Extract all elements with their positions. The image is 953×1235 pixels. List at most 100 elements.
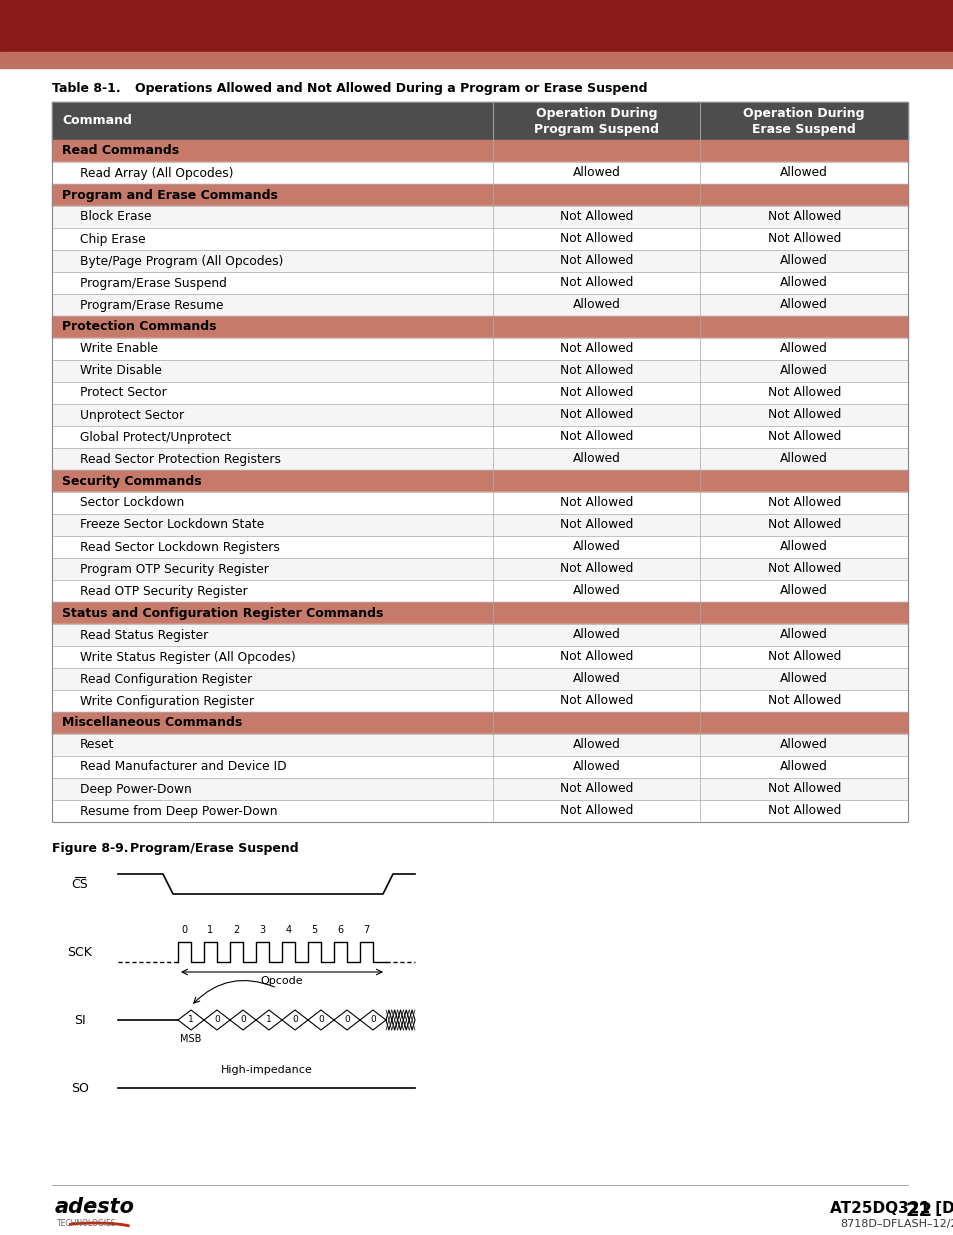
Bar <box>0 0 953 52</box>
Bar <box>52 492 907 514</box>
Text: Not Allowed: Not Allowed <box>767 519 840 531</box>
Text: Table 8-1.: Table 8-1. <box>52 82 120 95</box>
Text: Not Allowed: Not Allowed <box>559 277 633 289</box>
Text: High-impedance: High-impedance <box>220 1065 312 1074</box>
Text: Not Allowed: Not Allowed <box>767 562 840 576</box>
Bar <box>52 206 907 228</box>
Text: Read Commands: Read Commands <box>62 144 179 158</box>
Text: Protection Commands: Protection Commands <box>62 321 216 333</box>
Bar <box>52 359 907 382</box>
Text: Not Allowed: Not Allowed <box>767 496 840 510</box>
Text: Sector Lockdown: Sector Lockdown <box>80 496 184 510</box>
Text: Write Disable: Write Disable <box>80 364 162 378</box>
Text: Chip Erase: Chip Erase <box>80 232 146 246</box>
Text: 2: 2 <box>233 925 239 935</box>
Bar <box>52 471 907 492</box>
Bar <box>52 426 907 448</box>
Bar <box>52 713 907 734</box>
Text: Allowed: Allowed <box>780 673 827 685</box>
Text: 5: 5 <box>311 925 317 935</box>
Text: Not Allowed: Not Allowed <box>767 804 840 818</box>
Text: 0: 0 <box>344 1015 350 1025</box>
Text: Allowed: Allowed <box>780 761 827 773</box>
Bar <box>52 601 907 624</box>
Text: Miscellaneous Commands: Miscellaneous Commands <box>62 716 242 730</box>
Text: Reset: Reset <box>80 739 114 752</box>
Text: Read Manufacturer and Device ID: Read Manufacturer and Device ID <box>80 761 286 773</box>
Bar <box>52 580 907 601</box>
Bar <box>52 558 907 580</box>
Bar <box>52 448 907 471</box>
Bar <box>0 52 953 68</box>
Text: Not Allowed: Not Allowed <box>559 342 633 356</box>
Text: Resume from Deep Power-Down: Resume from Deep Power-Down <box>80 804 277 818</box>
Bar <box>52 103 907 823</box>
Text: Allowed: Allowed <box>780 452 827 466</box>
Text: Allowed: Allowed <box>780 584 827 598</box>
Text: Not Allowed: Not Allowed <box>767 409 840 421</box>
Text: Not Allowed: Not Allowed <box>559 409 633 421</box>
Text: Global Protect/Unprotect: Global Protect/Unprotect <box>80 431 231 443</box>
Text: 1: 1 <box>207 925 213 935</box>
Text: CS: CS <box>71 878 89 890</box>
Text: Not Allowed: Not Allowed <box>767 651 840 663</box>
Text: Not Allowed: Not Allowed <box>559 431 633 443</box>
Text: Allowed: Allowed <box>780 342 827 356</box>
Bar <box>52 800 907 823</box>
Text: MSB: MSB <box>180 1034 201 1044</box>
Text: Operation During
Program Suspend: Operation During Program Suspend <box>534 106 659 136</box>
Bar <box>52 404 907 426</box>
Text: SO: SO <box>71 1082 89 1094</box>
Text: 8718D–DFLASH–12/2012: 8718D–DFLASH–12/2012 <box>840 1219 953 1229</box>
Text: Figure 8-9.: Figure 8-9. <box>52 842 129 855</box>
Bar <box>52 514 907 536</box>
Text: Allowed: Allowed <box>572 673 619 685</box>
Text: Block Erase: Block Erase <box>80 210 152 224</box>
Text: 3: 3 <box>259 925 265 935</box>
Bar <box>52 316 907 338</box>
Text: 4: 4 <box>285 925 292 935</box>
Text: SI: SI <box>74 1014 86 1026</box>
Text: Read OTP Security Register: Read OTP Security Register <box>80 584 248 598</box>
Bar <box>52 140 907 162</box>
Text: 22: 22 <box>905 1200 932 1220</box>
Bar <box>52 272 907 294</box>
Text: Security Commands: Security Commands <box>62 474 201 488</box>
Text: Deep Power-Down: Deep Power-Down <box>80 783 192 795</box>
Text: Not Allowed: Not Allowed <box>767 210 840 224</box>
Text: Allowed: Allowed <box>780 364 827 378</box>
Bar <box>52 338 907 359</box>
Text: Write Configuration Register: Write Configuration Register <box>80 694 253 708</box>
Text: 6: 6 <box>337 925 343 935</box>
Text: Allowed: Allowed <box>572 629 619 641</box>
Text: Not Allowed: Not Allowed <box>767 783 840 795</box>
Text: Allowed: Allowed <box>780 299 827 311</box>
Text: Not Allowed: Not Allowed <box>559 210 633 224</box>
Text: Not Allowed: Not Allowed <box>767 232 840 246</box>
Text: Not Allowed: Not Allowed <box>767 694 840 708</box>
Text: Not Allowed: Not Allowed <box>559 519 633 531</box>
Text: Read Sector Lockdown Registers: Read Sector Lockdown Registers <box>80 541 279 553</box>
Bar <box>52 536 907 558</box>
Text: Status and Configuration Register Commands: Status and Configuration Register Comman… <box>62 606 383 620</box>
Text: Allowed: Allowed <box>780 254 827 268</box>
Text: Byte/Page Program (All Opcodes): Byte/Page Program (All Opcodes) <box>80 254 283 268</box>
Text: 0: 0 <box>292 1015 297 1025</box>
Text: 0: 0 <box>240 1015 246 1025</box>
Text: Program/Erase Suspend: Program/Erase Suspend <box>80 277 227 289</box>
Text: Not Allowed: Not Allowed <box>559 254 633 268</box>
Text: Unprotect Sector: Unprotect Sector <box>80 409 184 421</box>
Text: Allowed: Allowed <box>780 739 827 752</box>
Text: Not Allowed: Not Allowed <box>559 496 633 510</box>
Text: Protect Sector: Protect Sector <box>80 387 167 399</box>
Text: Not Allowed: Not Allowed <box>559 364 633 378</box>
Text: 1: 1 <box>188 1015 193 1025</box>
Text: 0: 0 <box>213 1015 219 1025</box>
Text: Command: Command <box>62 115 132 127</box>
Bar <box>52 382 907 404</box>
Text: Read Array (All Opcodes): Read Array (All Opcodes) <box>80 167 233 179</box>
Text: Read Status Register: Read Status Register <box>80 629 208 641</box>
Bar <box>52 228 907 249</box>
Text: Read Configuration Register: Read Configuration Register <box>80 673 252 685</box>
Bar <box>52 184 907 206</box>
